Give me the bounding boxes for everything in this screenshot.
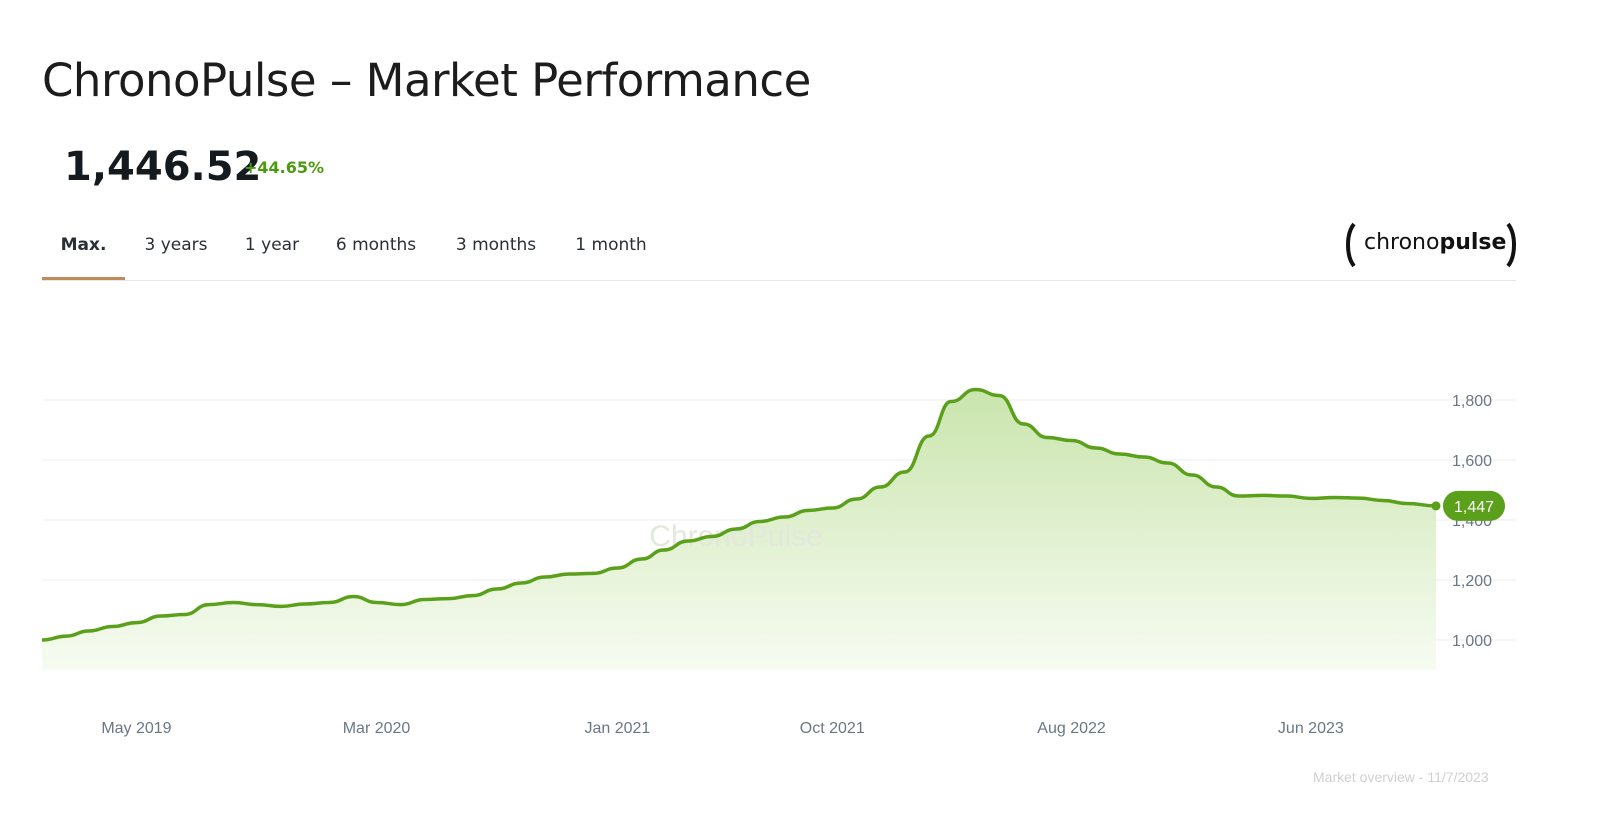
- logo-wordmark: chronopulse: [1364, 230, 1506, 255]
- current-price: 1,446.52: [64, 144, 262, 190]
- last-point: [1431, 501, 1441, 511]
- watermark: ChronoPulse: [649, 520, 822, 553]
- logo-text-pulse: pulse: [1439, 230, 1507, 255]
- x-tick-label: Oct 2021: [800, 720, 865, 737]
- tab-max[interactable]: Max.: [60, 235, 107, 255]
- footer-caption: Market overview - 11/7/2023: [1313, 769, 1489, 785]
- x-axis-labels: May 2019 Mar 2020 Jan 2021 Oct 2021 Aug 2022…: [101, 720, 1344, 737]
- tab-1-year[interactable]: 1 year: [244, 235, 300, 255]
- active-tab-indicator: [42, 277, 125, 280]
- y-tick-label: 1,600: [1452, 453, 1492, 470]
- series-line: [41, 387, 1437, 642]
- x-tick-label: Aug 2022: [1037, 720, 1106, 737]
- tabs-divider: [42, 280, 1516, 281]
- last-value-badge: [1443, 490, 1505, 521]
- tab-3-months[interactable]: 3 months: [455, 235, 537, 255]
- chronopulse-logo: chronopulse: [1344, 222, 1518, 268]
- x-tick-label: Jan 2021: [584, 720, 650, 737]
- tab-6-months[interactable]: 6 months: [335, 235, 417, 255]
- price-change: +44.65%: [244, 158, 325, 177]
- x-tick-label: Mar 2020: [343, 720, 411, 737]
- tab-3-years[interactable]: 3 years: [144, 235, 208, 255]
- x-tick-label: May 2019: [101, 720, 171, 737]
- x-tick-label: Jun 2023: [1278, 720, 1344, 737]
- y-tick-label: 1,200: [1452, 573, 1492, 590]
- logo-text-chrono: chrono: [1364, 230, 1440, 255]
- logo-brackets: [1346, 222, 1516, 268]
- last-value-label: 1,447: [1454, 499, 1494, 516]
- y-tick-label: 1,000: [1452, 633, 1492, 650]
- y-tick-label: 1,800: [1452, 393, 1492, 410]
- last-value-marker: 1,447: [1431, 490, 1505, 521]
- tab-1-month[interactable]: 1 month: [575, 235, 647, 255]
- page-title: ChronoPulse – Market Performance: [42, 54, 811, 107]
